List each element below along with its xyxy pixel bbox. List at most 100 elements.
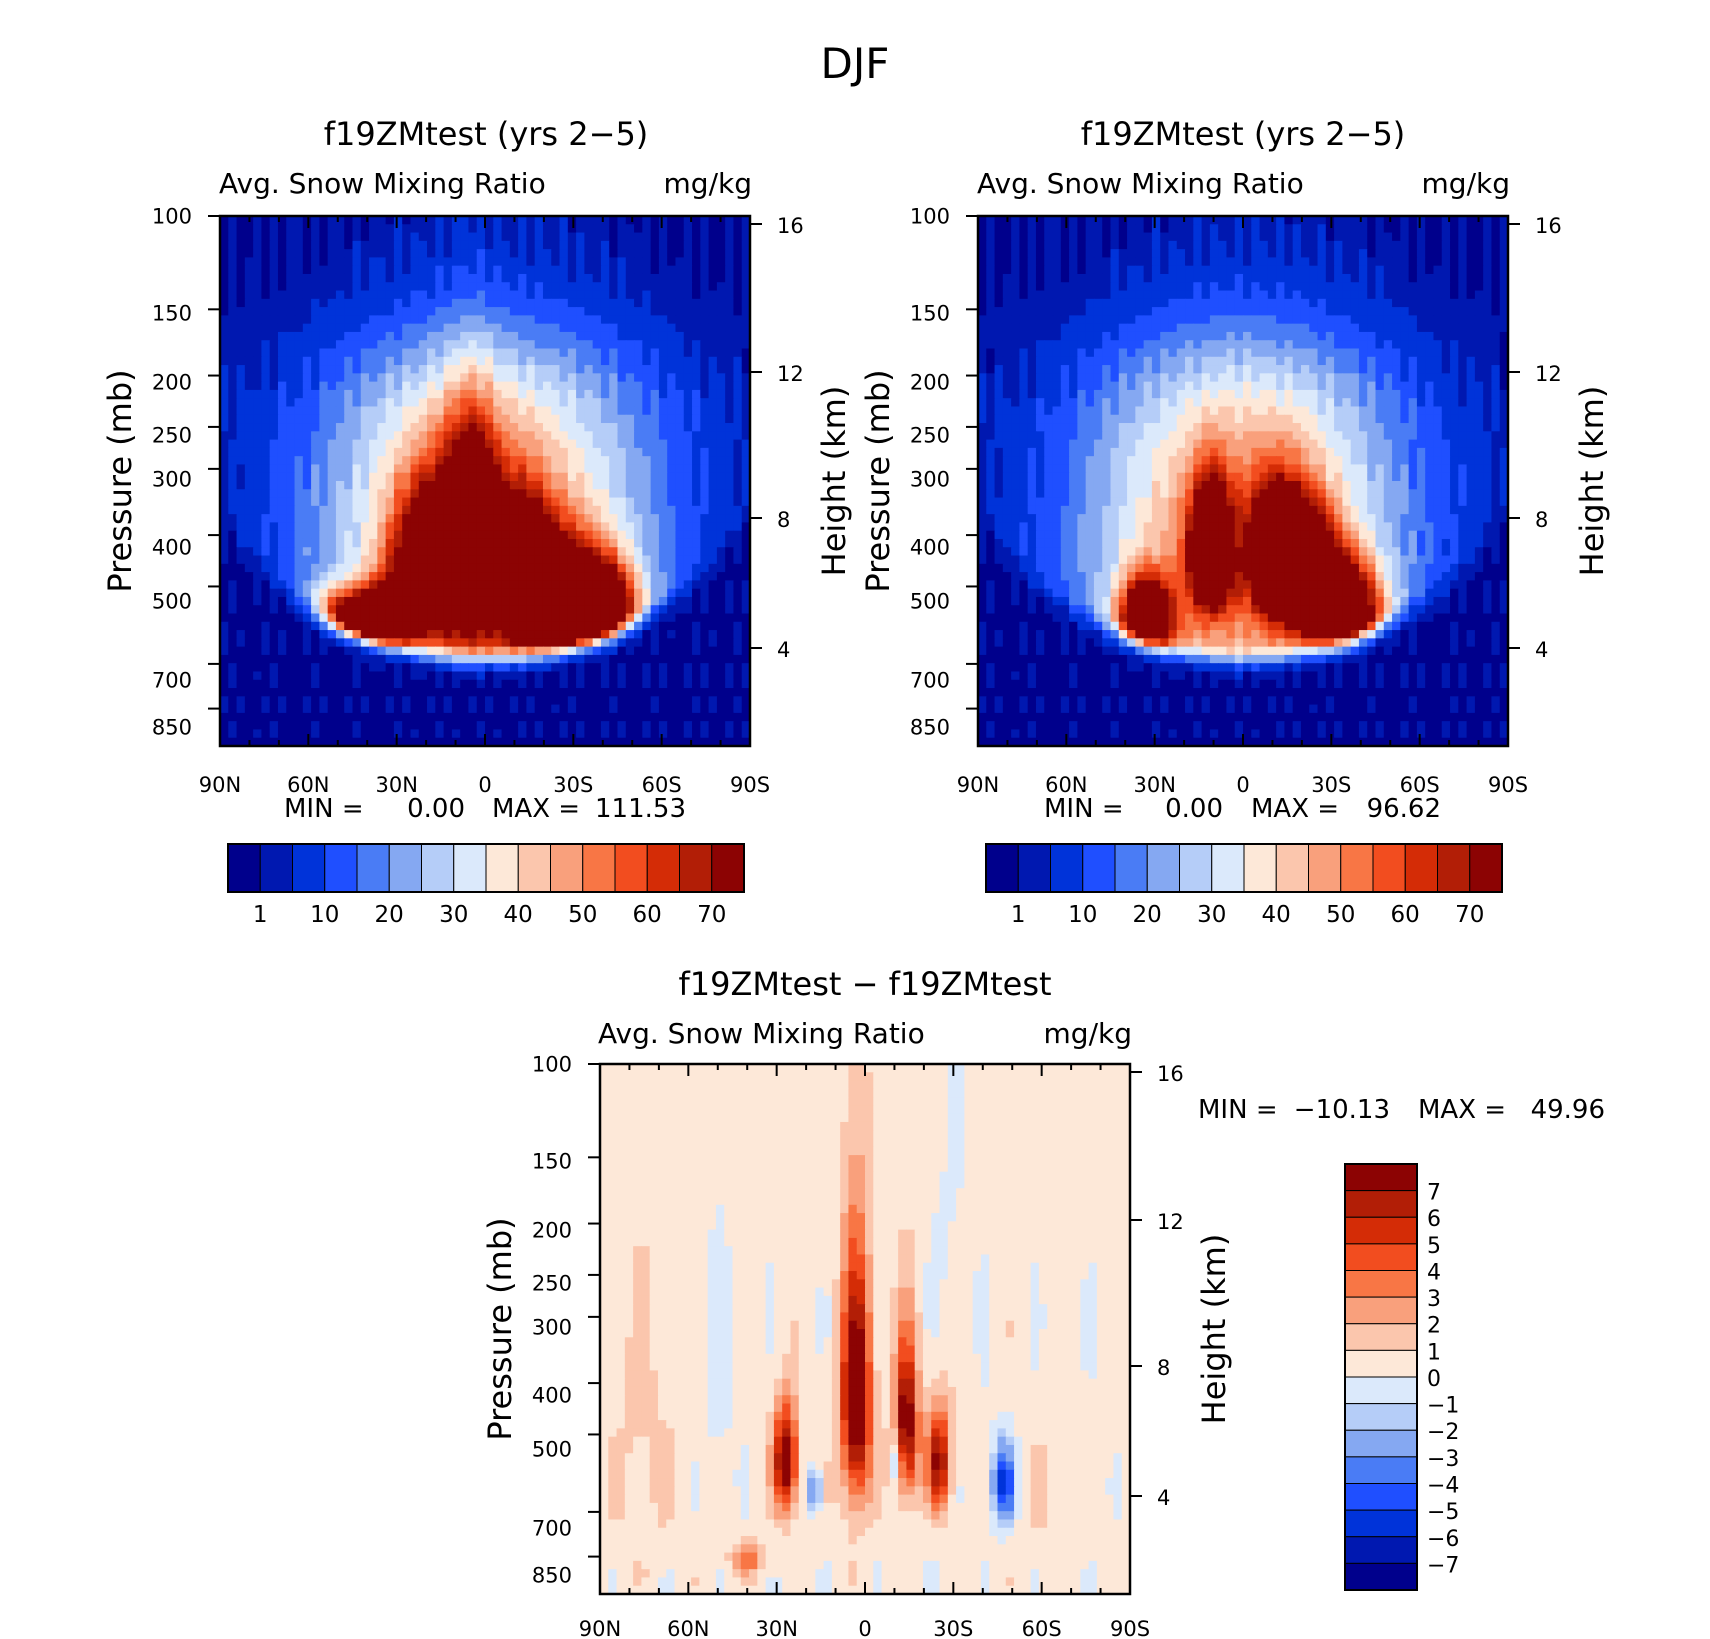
heatmap-cell [277,472,287,482]
heatmap-cell [642,704,652,714]
heatmap-cell [1342,240,1352,250]
heatmap-cell [319,596,329,606]
heatmap-cell [667,389,677,399]
heatmap-cell [485,464,494,474]
heatmap-cell [385,712,395,722]
heatmap-cell [501,389,511,399]
heatmap-cell [683,572,693,581]
heatmap-cell [410,522,420,532]
heatmap-cell [327,580,337,590]
heatmap-cell [360,630,370,639]
heatmap-cell [1416,298,1426,308]
heatmap-cell [1325,298,1335,308]
heatmap-cell [609,671,619,681]
heatmap-cell [733,282,743,292]
heatmap-cell [692,398,701,408]
heatmap-cell [501,315,511,325]
heatmap-cell [427,671,436,681]
heatmap-cell [725,547,735,557]
heatmap-cell [319,580,329,590]
panel-control-run: f19ZMtest (yrs 2−5) Avg. Snow Mixing Rat… [101,115,853,928]
heatmap-cell [1251,290,1261,300]
heatmap-cell [1069,257,1078,267]
heatmap-cell [542,663,552,673]
heatmap-cell [377,365,387,374]
heatmap-cell [294,538,304,548]
heatmap-cell [667,464,677,474]
heatmap-cell [335,365,345,374]
heatmap-cell [592,712,602,722]
heatmap-cell [700,323,710,333]
heatmap-cell [468,381,478,391]
heatmap-cell [559,298,569,308]
heatmap-cell [418,273,428,283]
heatmap-cell [253,224,263,234]
heatmap-cell [518,572,528,581]
heatmap-cell [567,704,577,714]
heatmap-cell [261,331,271,341]
heatmap-cell [683,323,693,333]
heatmap-cell [994,224,1004,234]
heatmap-cell [377,331,387,341]
heatmap-cell [1251,298,1261,308]
heatmap-cell [708,381,718,391]
heatmap-cell [1441,265,1451,275]
heatmap-cell [733,398,743,408]
heatmap-cell [1044,224,1054,234]
heatmap-cell [269,555,279,565]
heatmap-cell [269,547,279,557]
heatmap-cell [1259,307,1269,316]
heatmap-cell [1201,265,1211,275]
colorbar-swatch [453,843,487,893]
heatmap-cell [476,712,486,722]
heatmap-cell [393,671,403,681]
heatmap-cell [1267,298,1277,308]
heatmap-cell [683,273,693,283]
heatmap-cell [1392,282,1401,292]
heatmap-cell [402,240,412,250]
heatmap-cell [269,696,279,706]
heatmap-cell [228,356,238,366]
heatmap-cell [634,216,643,225]
heatmap-cell [609,398,619,408]
heatmap-cell [344,530,354,540]
heatmap-cell [253,381,263,391]
heatmap-cell [493,704,503,714]
heatmap-cell [244,282,254,292]
heatmap-cell [642,373,652,383]
heatmap-cell [236,414,246,424]
heatmap-cell [1218,249,1228,259]
heatmap-cell [352,538,362,548]
heatmap-cell [667,646,677,656]
heatmap-cell [526,340,536,350]
heatmap-cell [733,464,743,474]
heatmap-cell [1491,232,1501,242]
heatmap-cell [592,290,602,300]
heatmap-cell [526,315,536,325]
heatmap-cell [468,307,478,316]
heatmap-cell [360,721,370,731]
heatmap-cell [700,737,710,747]
heatmap-cell [576,423,585,432]
heatmap-cell [567,365,577,374]
heatmap-cell [650,447,660,457]
heatmap-cell [476,596,486,606]
heatmap-cell [509,654,519,664]
heatmap-cell [493,373,503,383]
heatmap-cell [551,389,561,399]
heatmap-cell [369,249,378,259]
heatmap-cell [1035,282,1045,292]
heatmap-cell [741,737,751,747]
heatmap-cell [335,605,345,615]
heatmap-cell [228,273,238,283]
heatmap-cell [725,340,735,350]
heatmap-cell [360,373,370,383]
heatmap-cell [509,472,519,482]
heatmap-cell [253,389,263,399]
heatmap-cell [485,398,494,408]
heatmap-cell [567,688,577,697]
heatmap-cell [236,538,246,548]
heatmap-cell [700,298,710,308]
heatmap-cell [617,464,627,474]
heatmap-cell [369,481,378,490]
